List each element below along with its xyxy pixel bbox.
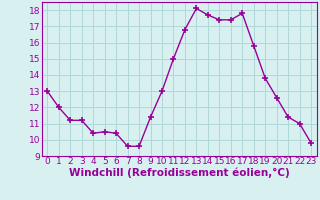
X-axis label: Windchill (Refroidissement éolien,°C): Windchill (Refroidissement éolien,°C) [69,168,290,178]
